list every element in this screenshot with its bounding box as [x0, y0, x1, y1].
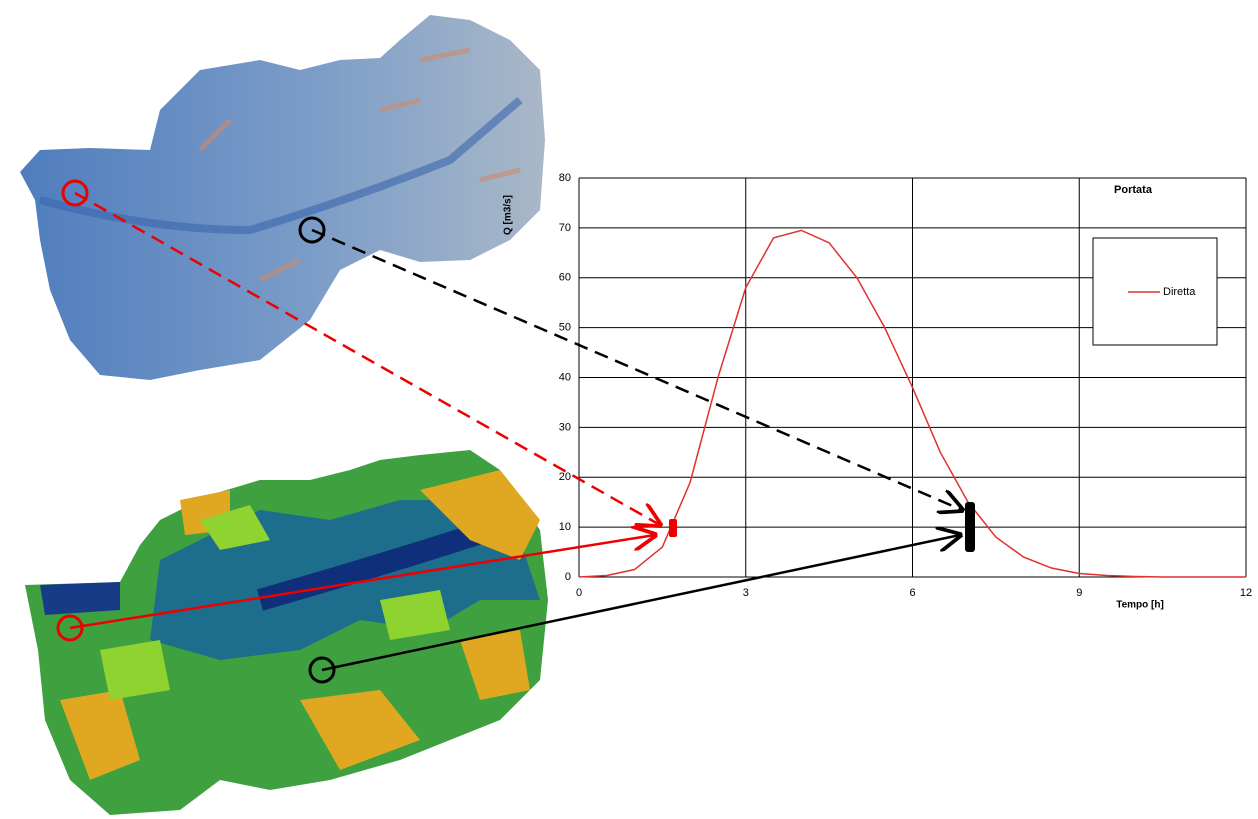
x-tick-label: 6: [909, 587, 915, 599]
plot-area: 0 10 20 30 40 50 60 70 80 0 3 6 9 12: [559, 172, 1252, 599]
y-axis-label: Q [m3/s]: [503, 195, 514, 235]
landcover-map: [25, 450, 548, 815]
y-tick-label: 20: [559, 471, 571, 483]
y-tick-label: 40: [559, 371, 571, 383]
y-tick-label: 60: [559, 272, 571, 284]
x-tick-label: 0: [576, 587, 582, 599]
x-tick-label: 3: [743, 587, 749, 599]
y-tick-label: 70: [559, 222, 571, 234]
marker-red: [669, 519, 677, 537]
y-tick-label: 50: [559, 322, 571, 334]
legend-label: Diretta: [1163, 286, 1196, 298]
y-tick-label: 30: [559, 421, 571, 433]
y-tick-label: 10: [559, 521, 571, 533]
y-tick-label: 80: [559, 172, 571, 184]
x-axis-label: Tempo [h]: [1116, 600, 1164, 611]
page: 01020304050607080036912 Diretta Portata …: [0, 0, 1258, 819]
x-tick-label: 12: [1240, 587, 1252, 599]
chart-title: Portata: [1114, 184, 1153, 196]
y-tick-label: 0: [565, 571, 571, 583]
marker-black: [965, 502, 975, 552]
x-tick-label: 9: [1076, 587, 1082, 599]
figure: 01020304050607080036912 Diretta Portata …: [0, 0, 1258, 819]
elevation-map: [20, 15, 545, 380]
